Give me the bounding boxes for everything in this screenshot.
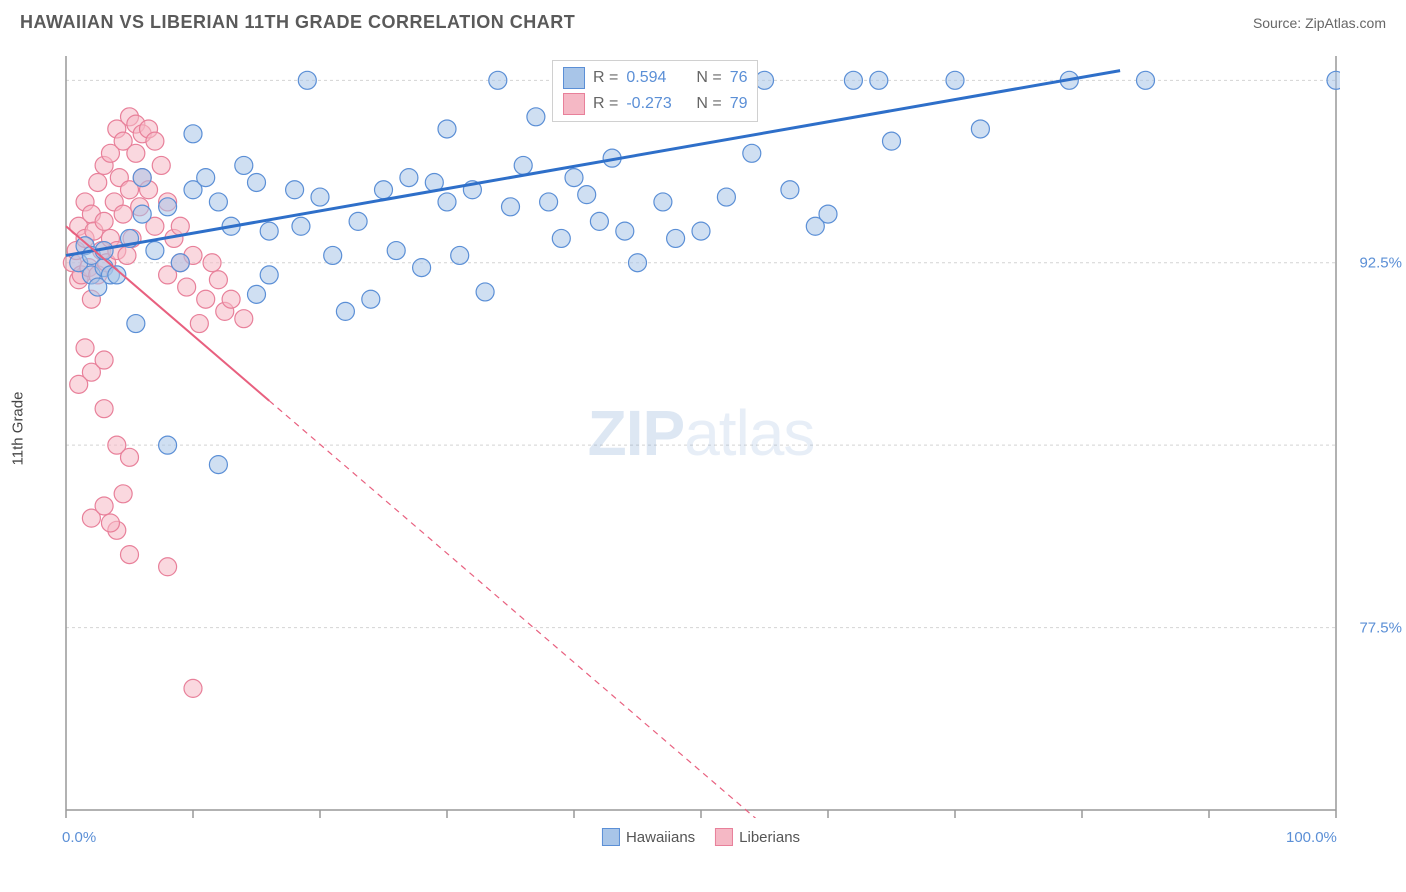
y-axis-label: 11th Grade bbox=[10, 392, 27, 466]
source-label: Source: ZipAtlas.com bbox=[1253, 15, 1386, 31]
r-value-hawaiians: 0.594 bbox=[626, 69, 688, 87]
y-tick-label: 77.5% bbox=[1359, 619, 1402, 636]
legend-item-hawaiians: Hawaiians bbox=[602, 828, 695, 846]
x-tick-label: 0.0% bbox=[62, 829, 96, 846]
legend-stats-row-hawaiians: R = 0.594 N = 76 bbox=[563, 65, 747, 91]
n-label: N = bbox=[696, 95, 721, 113]
n-label: N = bbox=[696, 69, 721, 87]
n-value-liberians: 79 bbox=[730, 95, 748, 113]
legend-swatch-liberians bbox=[563, 93, 585, 115]
legend-label-liberians: Liberians bbox=[739, 829, 800, 846]
r-value-liberians: -0.273 bbox=[626, 95, 688, 113]
legend-swatch-liberians-icon bbox=[715, 828, 733, 846]
r-label: R = bbox=[593, 69, 618, 87]
chart-title: HAWAIIAN VS LIBERIAN 11TH GRADE CORRELAT… bbox=[20, 12, 575, 33]
r-label: R = bbox=[593, 95, 618, 113]
x-tick-label: 100.0% bbox=[1286, 829, 1337, 846]
legend-item-liberians: Liberians bbox=[715, 828, 800, 846]
chart-container: R = 0.594 N = 76 R = -0.273 N = 79 ZIPat… bbox=[62, 48, 1340, 818]
legend-swatch-hawaiians bbox=[563, 67, 585, 89]
header: HAWAIIAN VS LIBERIAN 11TH GRADE CORRELAT… bbox=[20, 12, 1386, 33]
y-tick-label: 92.5% bbox=[1359, 254, 1402, 271]
scatter-chart bbox=[62, 48, 1340, 818]
n-value-hawaiians: 76 bbox=[730, 69, 748, 87]
legend-bottom: Hawaiians Liberians bbox=[602, 828, 800, 846]
legend-label-hawaiians: Hawaiians bbox=[626, 829, 695, 846]
legend-stats-box: R = 0.594 N = 76 R = -0.273 N = 79 bbox=[552, 60, 758, 122]
legend-swatch-hawaiians-icon bbox=[602, 828, 620, 846]
legend-stats-row-liberians: R = -0.273 N = 79 bbox=[563, 91, 747, 117]
